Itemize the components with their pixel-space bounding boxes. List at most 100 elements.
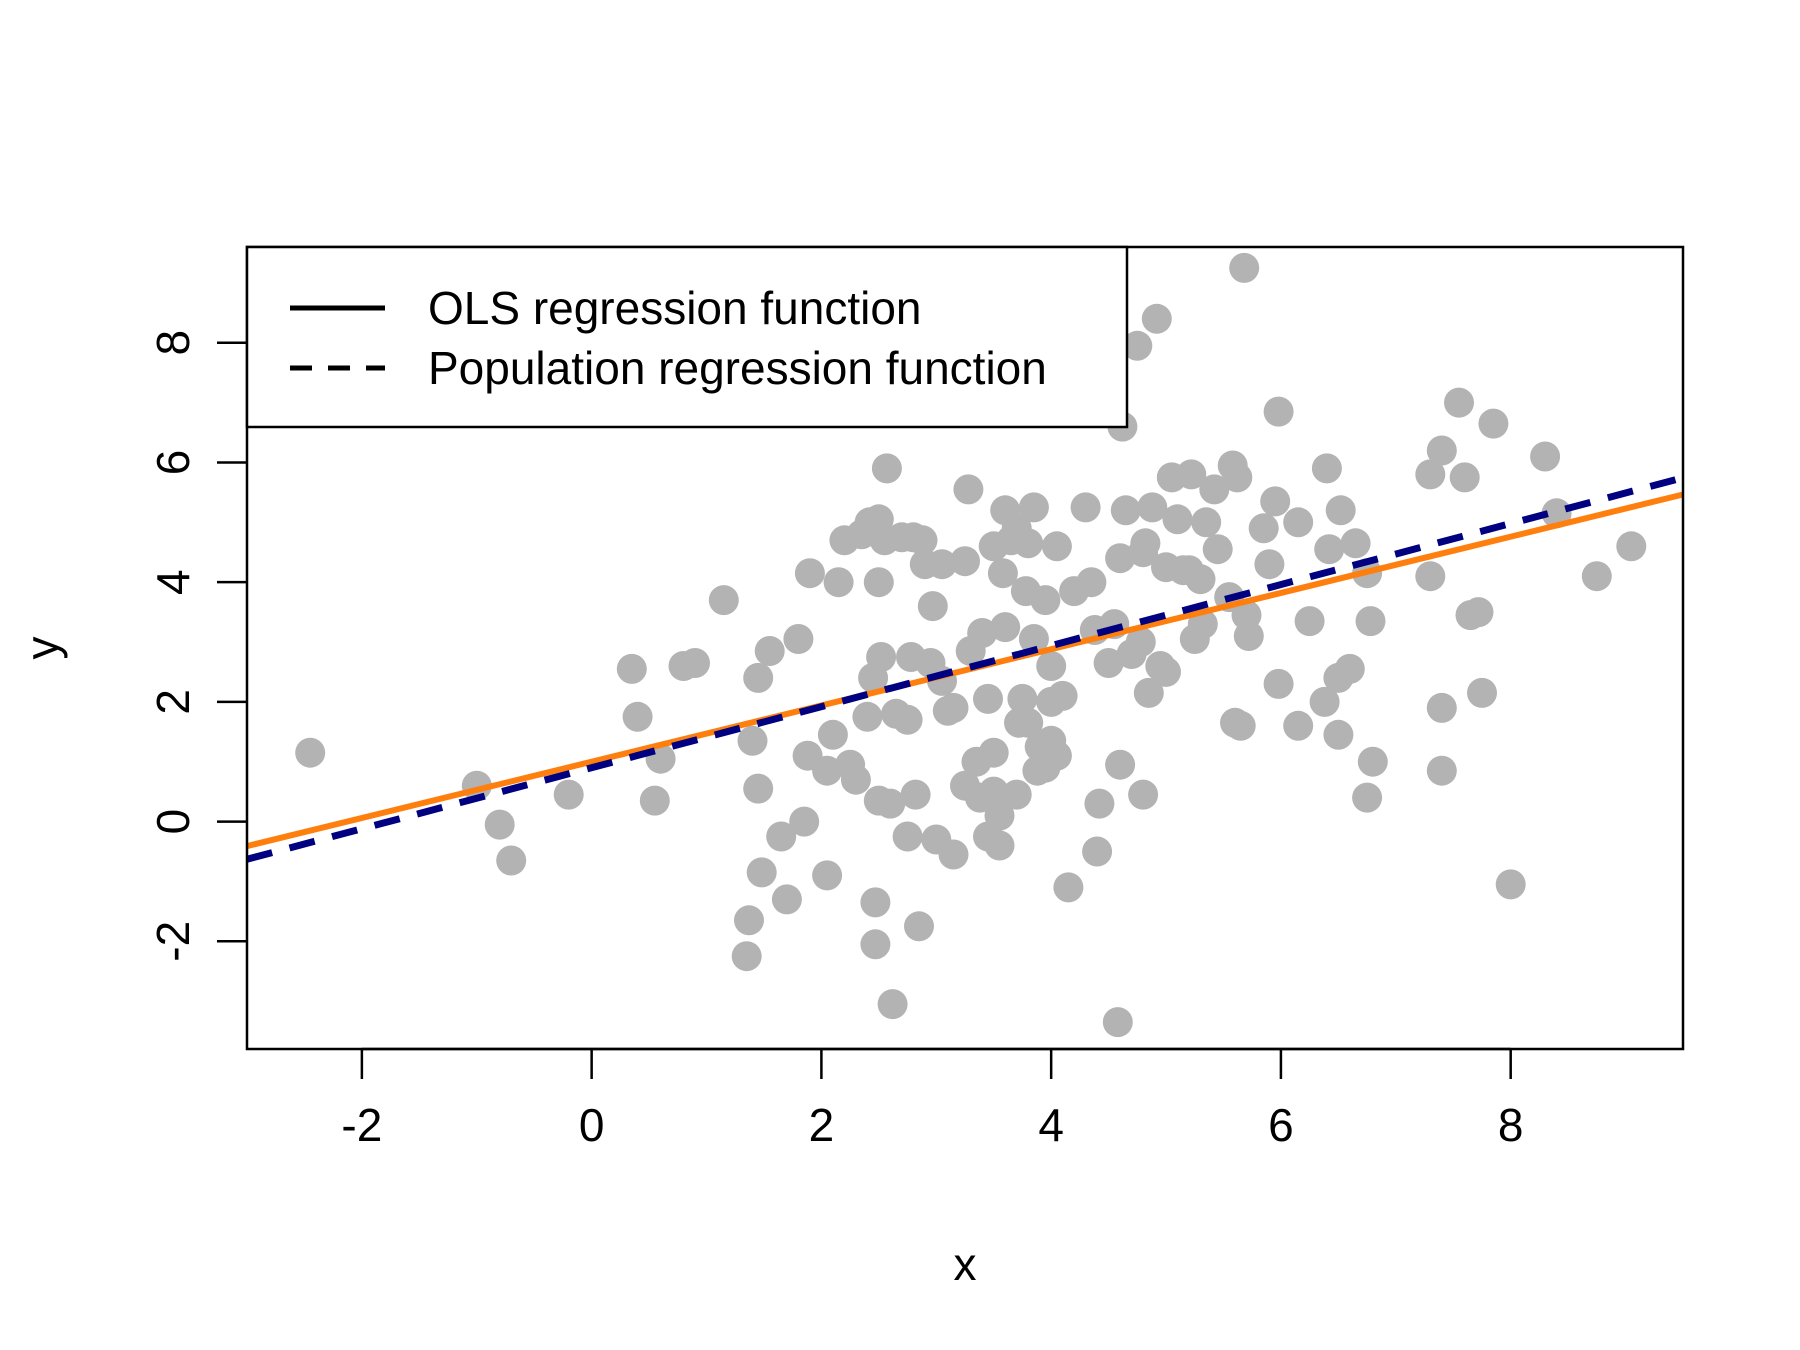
- data-point: [1128, 779, 1159, 810]
- legend-item-ols: OLS regression function: [428, 282, 922, 334]
- data-point: [1199, 474, 1230, 505]
- data-point: [1311, 453, 1342, 484]
- regression-lines: [246, 474, 1684, 863]
- data-point: [1334, 653, 1365, 684]
- data-point: [817, 719, 848, 750]
- data-point: [1125, 627, 1156, 657]
- x-tick-label: 6: [1268, 1099, 1294, 1151]
- data-point: [1478, 408, 1509, 439]
- data-point: [1041, 531, 1072, 562]
- data-point: [616, 653, 647, 684]
- data-point: [295, 737, 326, 768]
- x-axis-label: x: [954, 1238, 977, 1290]
- data-point: [938, 692, 969, 723]
- data-point: [1018, 492, 1049, 523]
- data-point: [743, 773, 774, 804]
- data-point: [783, 624, 814, 654]
- data-point: [639, 785, 670, 816]
- legend: OLS regression function Population regre…: [245, 245, 1129, 429]
- data-point: [1530, 441, 1561, 472]
- data-point: [1137, 492, 1168, 523]
- data-point: [1233, 621, 1264, 651]
- data-point: [892, 821, 923, 852]
- data-point: [1070, 492, 1101, 523]
- data-point: [1030, 585, 1061, 616]
- data-point: [1018, 624, 1049, 654]
- data-point: [1001, 779, 1032, 810]
- data-point: [1314, 534, 1345, 565]
- data-point: [1222, 462, 1253, 493]
- data-point: [1110, 495, 1141, 526]
- data-point: [746, 857, 777, 888]
- data-point: [900, 779, 931, 810]
- data-point: [953, 474, 984, 505]
- data-point: [1130, 528, 1161, 559]
- data-point: [927, 549, 957, 580]
- data-point: [860, 887, 891, 918]
- data-point: [1093, 648, 1124, 678]
- data-point: [871, 453, 902, 484]
- data-point: [1260, 486, 1291, 517]
- data-point: [1229, 252, 1260, 283]
- data-point: [622, 701, 653, 732]
- data-point: [1082, 836, 1113, 867]
- x-axis: -2 0 2 4 6 8: [341, 1047, 1523, 1151]
- data-point: [875, 788, 906, 819]
- data-point: [680, 648, 710, 678]
- data-point: [1325, 495, 1356, 526]
- data-point: [978, 737, 1009, 768]
- x-tick-label: -2: [341, 1099, 382, 1151]
- y-tick-label: 2: [147, 689, 199, 715]
- y-tick-label: 6: [147, 450, 199, 476]
- data-point: [984, 800, 1015, 831]
- x-tick-label: 4: [1038, 1099, 1064, 1151]
- data-point: [1355, 606, 1386, 637]
- data-point: [812, 755, 843, 786]
- data-point: [840, 764, 871, 795]
- data-point: [1495, 869, 1526, 900]
- data-point: [892, 704, 923, 735]
- data-point: [1191, 507, 1222, 538]
- data-point: [1105, 749, 1136, 780]
- data-point: [1357, 746, 1388, 777]
- data-point: [984, 830, 1015, 861]
- data-point: [708, 585, 739, 616]
- data-point: [731, 941, 762, 972]
- data-point: [1340, 528, 1371, 559]
- data-point: [1133, 677, 1164, 708]
- data-point: [1105, 543, 1136, 574]
- data-point: [1581, 561, 1612, 592]
- data-point: [967, 618, 998, 648]
- data-point: [973, 683, 1003, 714]
- x-tick-label: 0: [579, 1099, 605, 1151]
- y-tick-label: 4: [147, 569, 199, 595]
- data-point: [1036, 651, 1067, 681]
- data-point: [1444, 387, 1474, 418]
- data-point: [1084, 788, 1115, 819]
- data-point: [1122, 330, 1153, 361]
- data-point: [917, 591, 948, 622]
- data-point: [1323, 719, 1354, 750]
- data-point: [1202, 534, 1233, 565]
- data-point: [904, 911, 934, 942]
- data-point: [1283, 710, 1314, 741]
- data-point: [789, 806, 820, 837]
- data-point: [1047, 680, 1078, 711]
- data-point: [1283, 507, 1314, 538]
- data-point: [1263, 396, 1294, 427]
- data-point: [1013, 528, 1044, 559]
- data-point: [484, 809, 515, 840]
- data-point: [553, 779, 584, 810]
- data-point: [1415, 561, 1446, 592]
- y-axis: -2 0 2 4 6 8: [147, 330, 247, 962]
- data-point: [1467, 677, 1497, 708]
- data-point: [1426, 755, 1457, 786]
- data-point: [1449, 462, 1480, 493]
- data-point: [1415, 459, 1446, 490]
- y-axis-label: y: [16, 637, 68, 660]
- data-point: [1007, 683, 1038, 714]
- data-point: [1176, 459, 1207, 490]
- data-point: [866, 642, 897, 672]
- data-point: [734, 905, 764, 936]
- data-point: [1041, 740, 1072, 771]
